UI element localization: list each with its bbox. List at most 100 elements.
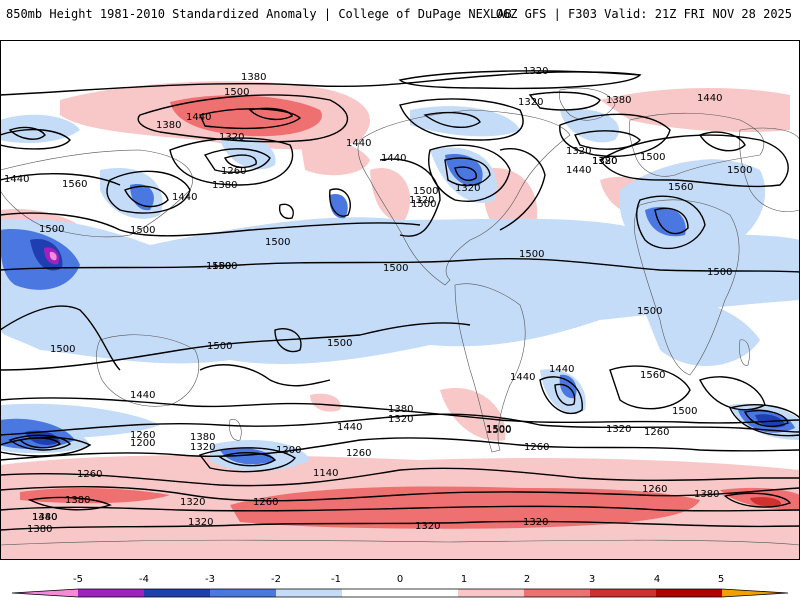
contour-line (0, 505, 800, 512)
contour-label: 1500 (727, 165, 752, 176)
contour-label: 1500 (50, 344, 75, 355)
contour-line (27, 496, 112, 511)
colorbar-tick: -4 (139, 574, 149, 585)
contour-label: 1440 (32, 512, 57, 523)
contour-label: 1320 (518, 97, 543, 108)
coast-madagascar (739, 339, 750, 366)
contour-line (609, 365, 691, 410)
colorbar-tick: 4 (654, 574, 660, 585)
anomaly-neg5 (49, 251, 57, 261)
contour-line (698, 131, 746, 152)
anomaly-neg1 (260, 324, 312, 364)
contour-label: 1320 (219, 132, 244, 143)
contour-line (399, 98, 524, 141)
contour-line (0, 486, 800, 502)
contour-line (499, 148, 546, 231)
contour-label: 1320 (409, 195, 434, 206)
anomaly-neg1 (0, 217, 800, 365)
contour-line (729, 404, 800, 437)
contour-label: 1380 (65, 495, 90, 506)
contour-label: 1320 (188, 517, 213, 528)
anomaly-pos1 (370, 168, 411, 221)
contour-line (18, 437, 62, 449)
coast-greenland (559, 87, 616, 121)
contour-label: 1500 (383, 263, 408, 274)
anomaly-neg1 (640, 297, 760, 367)
colorbar-seg (458, 589, 524, 597)
contour-line (0, 212, 421, 237)
contour-line (723, 492, 792, 508)
colorbar-seg (78, 589, 144, 597)
contour-line (8, 434, 72, 451)
anomaly-neg2 (645, 206, 686, 237)
contour-line (0, 413, 800, 436)
contour-label: 1320 (606, 424, 631, 435)
contour-label: 1380 (156, 120, 181, 131)
contour-label: 1500 (486, 424, 511, 435)
contour-label: 1500 (672, 406, 697, 417)
contour-line (0, 397, 800, 424)
contour-label: 1440 (186, 112, 211, 123)
contour-label: 1440 (172, 192, 197, 203)
contour-label: 1320 (180, 497, 205, 508)
contour-label: 1320 (388, 414, 413, 425)
contour-label: 1560 (62, 179, 87, 190)
contour-line (554, 383, 576, 406)
contour-line (218, 452, 277, 467)
contour-label: 1440 (510, 372, 535, 383)
contour-label: 1260 (253, 497, 278, 508)
anomaly-map: 1380 1320 1500 1440 1380 1320 1320 1380 … (0, 40, 800, 560)
contour-label: 1440 (337, 422, 362, 433)
contour-line (573, 130, 641, 150)
coast-europe (628, 112, 765, 177)
contour-line (444, 157, 491, 187)
contour-label: 1560 (668, 182, 693, 193)
contour-line (0, 437, 800, 461)
anomaly-colorbar: -5 -4 -3 -2 -1 0 1 2 3 4 5 (11, 574, 789, 598)
contour-label: 1380 (694, 489, 719, 500)
contour-line (203, 148, 271, 173)
contour-line (423, 111, 481, 128)
contour-label: 1500 (413, 186, 438, 197)
contour-line (199, 364, 331, 387)
contour-label: 1440 (549, 364, 574, 375)
contour-label: 1140 (313, 468, 338, 479)
contour-label: 1500 (486, 425, 511, 436)
contour-line (198, 447, 296, 473)
contour-label: 1500 (206, 261, 231, 272)
contour-label: 1440 (566, 165, 591, 176)
colorbar-seg (12, 589, 78, 597)
colorbar-seg (210, 589, 276, 597)
colorbar-tick: 0 (397, 574, 403, 585)
contour-line (559, 113, 671, 157)
contour-line (0, 172, 121, 186)
contour-label: 1320 (566, 146, 591, 157)
contour-label: 1500 (39, 224, 64, 235)
contour-line (8, 126, 46, 140)
contour-line (278, 203, 294, 220)
coast-south-america (454, 283, 526, 453)
contour-label: 1500 (707, 267, 732, 278)
contour-line (224, 154, 257, 169)
colorbar-tick: 2 (524, 574, 530, 585)
model-run-info: 06Z GFS | F303 Valid: 21Z FRI NOV 28 202… (495, 7, 792, 21)
coast-north-america (357, 109, 571, 286)
colorbar-tick: 3 (589, 574, 595, 585)
colorbar-seg (342, 589, 458, 597)
contour-label: 1440 (697, 93, 722, 104)
anomaly-neg2 (130, 184, 154, 211)
contour-line (636, 195, 706, 250)
colorbar-tick: -3 (205, 574, 215, 585)
anomaly-neg2 (220, 448, 275, 465)
contour-label: 1440 (381, 153, 406, 164)
colorbar-tick: -5 (73, 574, 83, 585)
contour-label: 1440 (130, 390, 155, 401)
anomaly-pos1 (310, 393, 341, 412)
colorbar-seg (590, 589, 656, 597)
anomaly-pos2 (20, 488, 170, 504)
contour-line (0, 520, 800, 531)
colorbar-ticks: -5 -4 -3 -2 -1 0 1 2 3 4 5 (73, 574, 724, 585)
contour-label: 1500 (637, 306, 662, 317)
contour-line (528, 91, 601, 111)
contour-label: 1380 (592, 156, 617, 167)
